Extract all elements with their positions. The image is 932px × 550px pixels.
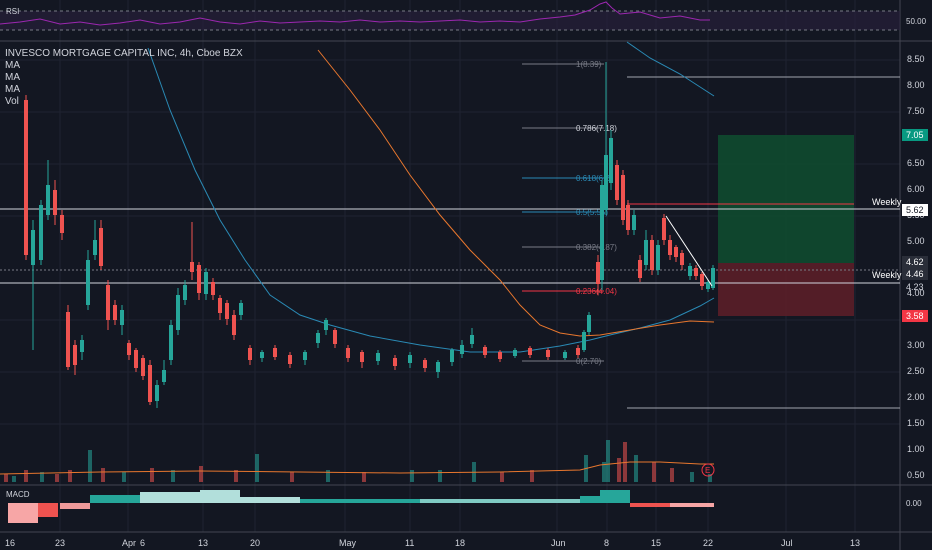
rsi-label: RSI	[6, 7, 19, 16]
time-tick: 15	[651, 538, 661, 548]
fibonacci-retracement[interactable]	[522, 63, 604, 362]
fibonacci-labels: 1(8.39) 0.786(7.18) 0.618(6.2) 0.5(5.55)…	[576, 60, 617, 366]
indicator-ma-1[interactable]: MA	[5, 60, 20, 71]
time-tick: 8	[604, 538, 609, 548]
price-tick: 6.50	[907, 158, 925, 168]
earnings-marker-label: E	[705, 466, 710, 475]
macd-level-label: 0.00	[906, 499, 922, 508]
price-tick: 1.50	[907, 418, 925, 428]
price-tick: 5.00	[907, 236, 925, 246]
badge-stop-text: 3.58	[906, 311, 924, 321]
badge-last-price-text: 4.46	[906, 269, 924, 279]
price-tick: 2.00	[907, 392, 925, 402]
fib-label-0618: 0.618(6.2)	[576, 174, 613, 183]
badge-entry	[902, 256, 928, 268]
time-tick: 6	[140, 538, 145, 548]
time-tick: 18	[455, 538, 465, 548]
time-tick: Apr	[122, 538, 136, 548]
fib-label-1: 1(8.39)	[576, 60, 602, 69]
fib-label-05: 0.5(5.55)	[576, 208, 608, 217]
rsi-level-label: 50.00	[906, 17, 927, 26]
price-tick: 7.50	[907, 106, 925, 116]
fib-label-0236: 0.236(4.04)	[576, 287, 617, 296]
indicator-ma-2[interactable]: MA	[5, 72, 20, 83]
fib-label-0382: 0.382(4.87)	[576, 243, 617, 252]
price-tick: 2.50	[907, 366, 925, 376]
time-tick: 20	[250, 538, 260, 548]
time-tick: 13	[850, 538, 860, 548]
time-tick: Jun	[551, 538, 566, 548]
position-loss-zone[interactable]	[718, 263, 854, 316]
badge-target-text: 7.05	[906, 130, 924, 140]
price-tick: 6.00	[907, 184, 925, 194]
time-tick: 16	[5, 538, 15, 548]
time-tick: 23	[55, 538, 65, 548]
time-tick: May	[339, 538, 357, 548]
fib-label-0786: 0.786(7.18)	[576, 124, 617, 133]
indicator-volume[interactable]: Vol	[5, 96, 19, 107]
weekly-label-upper: Weekly	[872, 197, 902, 207]
time-tick: 11	[405, 538, 414, 548]
price-tick: 4.00	[907, 288, 925, 298]
badge-entry-text: 4.62	[906, 257, 924, 267]
symbol-title[interactable]: INVESCO MORTGAGE CAPITAL INC, 4h, Cboe B…	[5, 48, 243, 59]
price-tick: 8.50	[907, 54, 925, 64]
price-tick: 1.00	[907, 444, 925, 454]
price-badges: 7.05 5.62 4.62 4.46 4.23 3.58	[902, 129, 928, 322]
ma-slow-line	[317, 49, 715, 337]
volume-ma-line	[0, 461, 714, 475]
price-tick: 0.50	[907, 470, 925, 480]
badge-target	[902, 129, 928, 141]
indicator-ma-3[interactable]: MA	[5, 84, 20, 95]
time-tick: 13	[198, 538, 208, 548]
macd-label: MACD	[6, 490, 30, 499]
price-tick: 8.00	[907, 80, 925, 90]
badge-weekly-lower-text: 4.23	[906, 282, 924, 292]
ma-long-line	[626, 41, 715, 97]
time-tick: Jul	[781, 538, 793, 548]
time-axis[interactable]: 16 23 Apr 6 13 20 May 11 18 Jun 8 15 22 …	[5, 538, 860, 548]
time-tick: 22	[703, 538, 713, 548]
badge-stop	[902, 310, 928, 322]
badge-weekly-upper	[902, 204, 928, 216]
fib-label-0: 0(2.70)	[576, 357, 602, 366]
earnings-marker[interactable]	[701, 463, 715, 477]
rsi-line	[0, 1, 710, 26]
position-profit-zone[interactable]	[718, 135, 854, 263]
trend-line[interactable]	[665, 215, 713, 287]
price-tick: 3.00	[907, 340, 925, 350]
macd-histogram	[8, 490, 714, 523]
badge-last-price	[902, 268, 928, 280]
candlesticks	[24, 62, 715, 408]
weekly-label-lower: Weekly	[872, 270, 902, 280]
badge-weekly-upper-text: 5.62	[906, 205, 924, 215]
